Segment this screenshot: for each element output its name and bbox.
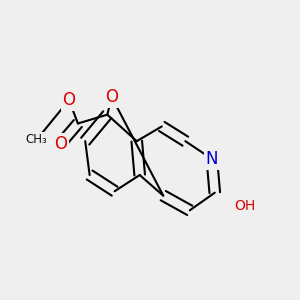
Text: O: O	[62, 91, 76, 109]
Text: O: O	[54, 135, 67, 153]
Text: N: N	[206, 150, 218, 168]
Text: CH₃: CH₃	[26, 133, 47, 146]
Text: O: O	[105, 88, 118, 106]
Text: OH: OH	[234, 199, 255, 213]
